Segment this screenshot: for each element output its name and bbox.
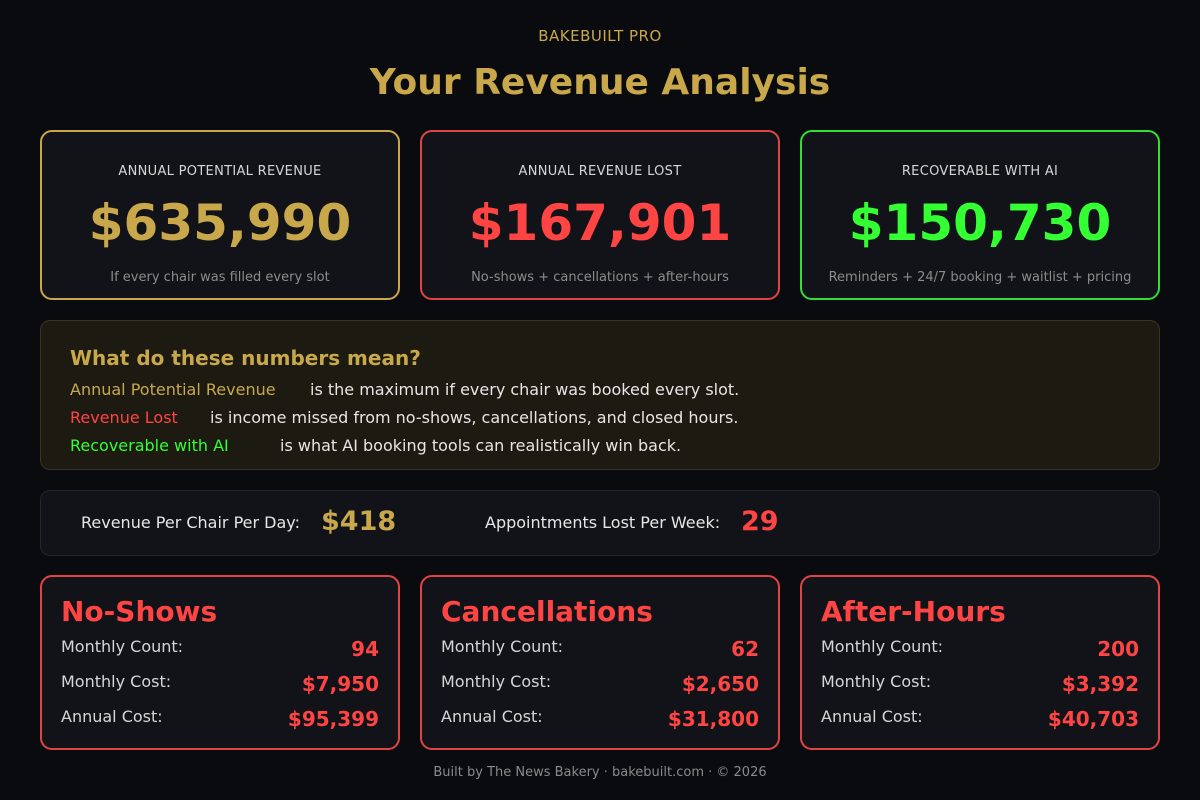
- footer-credit: Built by The News Bakery · bakebuilt.com…: [433, 765, 767, 780]
- annual-cost-value: $95,399: [287, 707, 379, 731]
- annual-cost-label: Annual Cost:: [821, 707, 923, 726]
- annual-cost-label: Annual Cost:: [61, 707, 163, 726]
- monthly-count-label: Monthly Count:: [821, 637, 944, 656]
- monthly-count-label: Monthly Count:: [441, 637, 564, 656]
- monthly-cost-value: $7,950: [301, 672, 379, 696]
- card-recoverable: RECOVERABLE WITH AI $150,730 Reminders +…: [800, 130, 1160, 300]
- card-subtext: If every chair was filled every slot: [110, 270, 330, 285]
- appointments-lost-value: 29: [741, 506, 779, 537]
- monthly-count-label: Monthly Count:: [61, 637, 184, 656]
- card-potential-revenue: ANNUAL POTENTIAL REVENUE $635,990 If eve…: [40, 130, 400, 300]
- stats-bar: Revenue Per Chair Per Day: $418 Appointm…: [40, 490, 1160, 556]
- card-cancellations: Cancellations Monthly Count: 62 Monthly …: [420, 575, 780, 750]
- explanation-desc: is the maximum if every chair was booked…: [310, 380, 740, 399]
- explanation-heading: What do these numbers mean?: [70, 346, 421, 370]
- monthly-count-value: 62: [731, 637, 759, 661]
- monthly-cost-value: $2,650: [681, 672, 759, 696]
- card-no-shows: No-Shows Monthly Count: 94 Monthly Cost:…: [40, 575, 400, 750]
- card-label: RECOVERABLE WITH AI: [901, 164, 1059, 179]
- monthly-cost-label: Monthly Cost:: [61, 672, 172, 691]
- card-label: ANNUAL POTENTIAL REVENUE: [118, 164, 322, 179]
- monthly-cost-label: Monthly Cost:: [441, 672, 552, 691]
- card-after-hours: After-Hours Monthly Count: 200 Monthly C…: [800, 575, 1160, 750]
- explanation-term: Recoverable with AI: [70, 436, 229, 455]
- explanation-panel: What do these numbers mean? Annual Poten…: [40, 320, 1160, 470]
- page-title: Your Revenue Analysis: [369, 62, 831, 103]
- explanation-desc: is income missed from no-shows, cancella…: [210, 408, 739, 427]
- revenue-per-chair-value: $418: [321, 506, 397, 537]
- monthly-count-value: 94: [351, 637, 379, 661]
- explanation-term: Revenue Lost: [70, 408, 178, 427]
- card-subtext: Reminders + 24/7 booking + waitlist + pr…: [828, 270, 1132, 285]
- card-value: $635,990: [88, 194, 352, 252]
- explanation-term: Annual Potential Revenue: [70, 380, 276, 399]
- card-subtext: No-shows + cancellations + after-hours: [471, 270, 729, 285]
- card-value: $167,901: [468, 194, 732, 252]
- annual-cost-value: $40,703: [1047, 707, 1139, 731]
- appointments-lost-label: Appointments Lost Per Week:: [485, 513, 721, 532]
- loss-card-title: Cancellations: [441, 595, 653, 628]
- card-label: ANNUAL REVENUE LOST: [518, 164, 682, 179]
- monthly-cost-value: $3,392: [1061, 672, 1139, 696]
- card-value: $150,730: [848, 194, 1112, 252]
- brand-label: BAKEBUILT PRO: [538, 27, 662, 45]
- monthly-cost-label: Monthly Cost:: [821, 672, 932, 691]
- loss-card-title: No-Shows: [61, 595, 218, 628]
- card-revenue-lost: ANNUAL REVENUE LOST $167,901 No-shows + …: [420, 130, 780, 300]
- explanation-desc: is what AI booking tools can realistical…: [280, 436, 682, 455]
- loss-card-title: After-Hours: [821, 595, 1006, 628]
- annual-cost-label: Annual Cost:: [441, 707, 543, 726]
- annual-cost-value: $31,800: [667, 707, 759, 731]
- revenue-per-chair-label: Revenue Per Chair Per Day:: [81, 513, 300, 532]
- monthly-count-value: 200: [1097, 637, 1139, 661]
